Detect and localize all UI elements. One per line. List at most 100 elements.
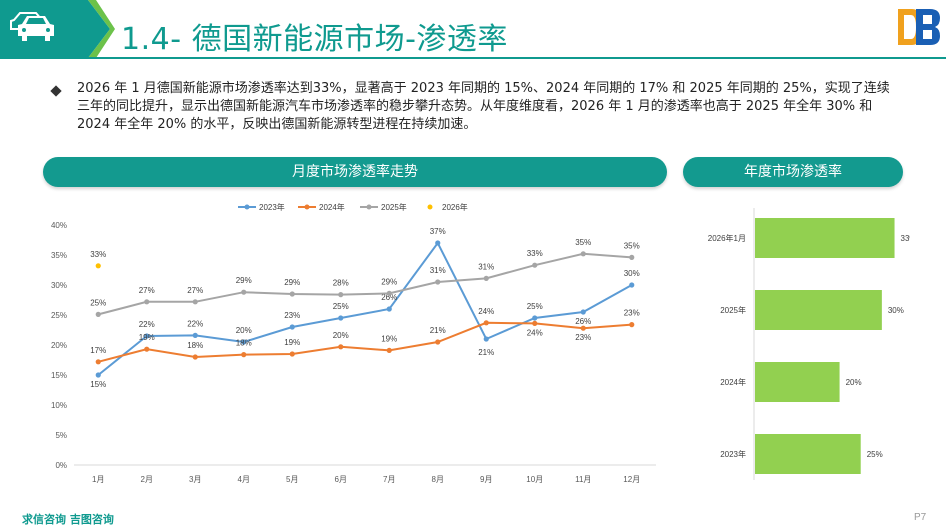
data-label: 23% <box>284 311 300 320</box>
data-label: 18% <box>236 339 252 348</box>
y-tick-label: 25% <box>51 311 67 320</box>
svg-text:2023年: 2023年 <box>259 202 285 212</box>
data-point <box>580 309 586 315</box>
data-point <box>483 275 489 281</box>
data-point <box>338 344 344 350</box>
data-point <box>580 325 586 331</box>
data-point <box>435 339 441 345</box>
legend-item: 2023年 <box>238 202 285 212</box>
data-point <box>386 347 392 353</box>
data-label: 24% <box>478 307 494 316</box>
data-label: 28% <box>333 279 349 288</box>
y-tick-label: 15% <box>51 371 67 380</box>
data-point <box>192 299 198 305</box>
data-label: 25% <box>90 298 106 307</box>
data-label: 35% <box>575 238 591 247</box>
data-point <box>338 315 344 321</box>
monthly-penetration-line-chart: 0% 5% 10% 15% 20% 25% 30% 35% 40% 1月 2月 3月 4月 5月 6月 7月 8… <box>51 202 656 484</box>
data-label: 19% <box>381 334 397 343</box>
svg-text:2025年: 2025年 <box>381 202 407 212</box>
data-point <box>338 292 344 298</box>
legend-item: 2026年 <box>427 202 468 212</box>
data-point <box>532 315 538 321</box>
data-point <box>192 332 198 338</box>
data-label: 18% <box>187 341 203 350</box>
bar <box>755 362 840 402</box>
series-line-2024年 <box>97 321 632 363</box>
data-label: 27% <box>139 286 155 295</box>
annual-section-title: 年度市场渗透率 <box>683 157 903 187</box>
data-label: 19% <box>284 338 300 347</box>
bullet-icon <box>50 85 62 97</box>
legend-item: 2025年 <box>360 202 407 212</box>
data-point <box>532 320 538 326</box>
x-tick-label: 4月 <box>238 475 250 484</box>
data-point <box>483 320 489 326</box>
data-point <box>95 372 101 378</box>
bar-category-label: 2025年 <box>720 305 746 315</box>
data-label: 15% <box>90 380 106 389</box>
data-label: 20% <box>236 326 252 335</box>
data-label: 26% <box>381 293 397 302</box>
brand-logo-icon <box>898 9 940 45</box>
data-label: 31% <box>478 262 494 271</box>
summary-text: 2026 年 1 月德国新能源市场渗透率达到33%，显著高于 2023 年同期的… <box>77 81 890 132</box>
data-label: 29% <box>236 276 252 285</box>
header-banner <box>0 0 115 58</box>
data-point <box>95 263 101 269</box>
data-label: 25% <box>333 302 349 311</box>
bar <box>755 434 861 474</box>
data-point <box>580 251 586 257</box>
data-label: 21% <box>430 326 446 335</box>
page-title: 1.4- 德国新能源市场-渗透率 <box>121 22 508 57</box>
svg-text:2024年: 2024年 <box>319 202 345 212</box>
data-point <box>629 282 635 288</box>
bar-category-label: 2023年 <box>720 449 746 459</box>
car-icon <box>10 12 54 41</box>
x-tick-label: 2月 <box>141 475 153 484</box>
data-label: 29% <box>381 277 397 286</box>
data-label: 24% <box>527 328 543 337</box>
data-point <box>386 306 392 312</box>
monthly-section-title: 月度市场渗透率走势 <box>43 157 667 187</box>
data-point <box>241 339 247 345</box>
footer-brand: 求信咨询 吉图咨询 <box>22 513 114 526</box>
data-point <box>629 254 635 260</box>
data-point <box>95 311 101 317</box>
data-label: 20% <box>333 331 349 340</box>
x-tick-label: 10月 <box>526 475 543 484</box>
x-tick-label: 12月 <box>623 475 640 484</box>
data-label: 29% <box>284 278 300 287</box>
series-line-2023年 <box>97 241 633 376</box>
data-label: 21% <box>478 348 494 357</box>
x-tick-label: 5月 <box>286 475 298 484</box>
data-point <box>241 352 247 358</box>
data-label: 31% <box>430 266 446 275</box>
annual-penetration-bar-chart: 2026年1月 33% 2025年 30% 2024年 20% 2023年 25% <box>708 208 910 480</box>
x-tick-label: 6月 <box>335 475 347 484</box>
data-label: 19% <box>139 333 155 342</box>
data-label: 17% <box>90 346 106 355</box>
data-point <box>629 322 635 328</box>
data-point <box>483 336 489 342</box>
x-tick-label: 3月 <box>189 475 201 484</box>
data-label: 27% <box>187 286 203 295</box>
series-line-2025年 <box>97 252 632 316</box>
x-tick-label: 11月 <box>575 475 591 484</box>
bar-value-label: 30% <box>888 306 904 315</box>
bar-value-label: 20% <box>846 378 862 387</box>
data-label: 35% <box>624 241 640 250</box>
y-tick-label: 20% <box>51 341 67 350</box>
x-tick-label: 1月 <box>92 475 104 484</box>
data-label: 25% <box>527 302 543 311</box>
data-label: 23% <box>624 309 640 318</box>
data-point <box>95 359 101 365</box>
data-point <box>386 290 392 296</box>
data-point <box>289 351 295 357</box>
bar-category-label: 2024年 <box>720 377 746 387</box>
data-label: 33% <box>527 249 543 258</box>
bar-category-label: 2026年1月 <box>708 233 746 243</box>
data-point <box>435 240 441 246</box>
data-point <box>241 289 247 295</box>
y-tick-label: 35% <box>51 251 67 260</box>
